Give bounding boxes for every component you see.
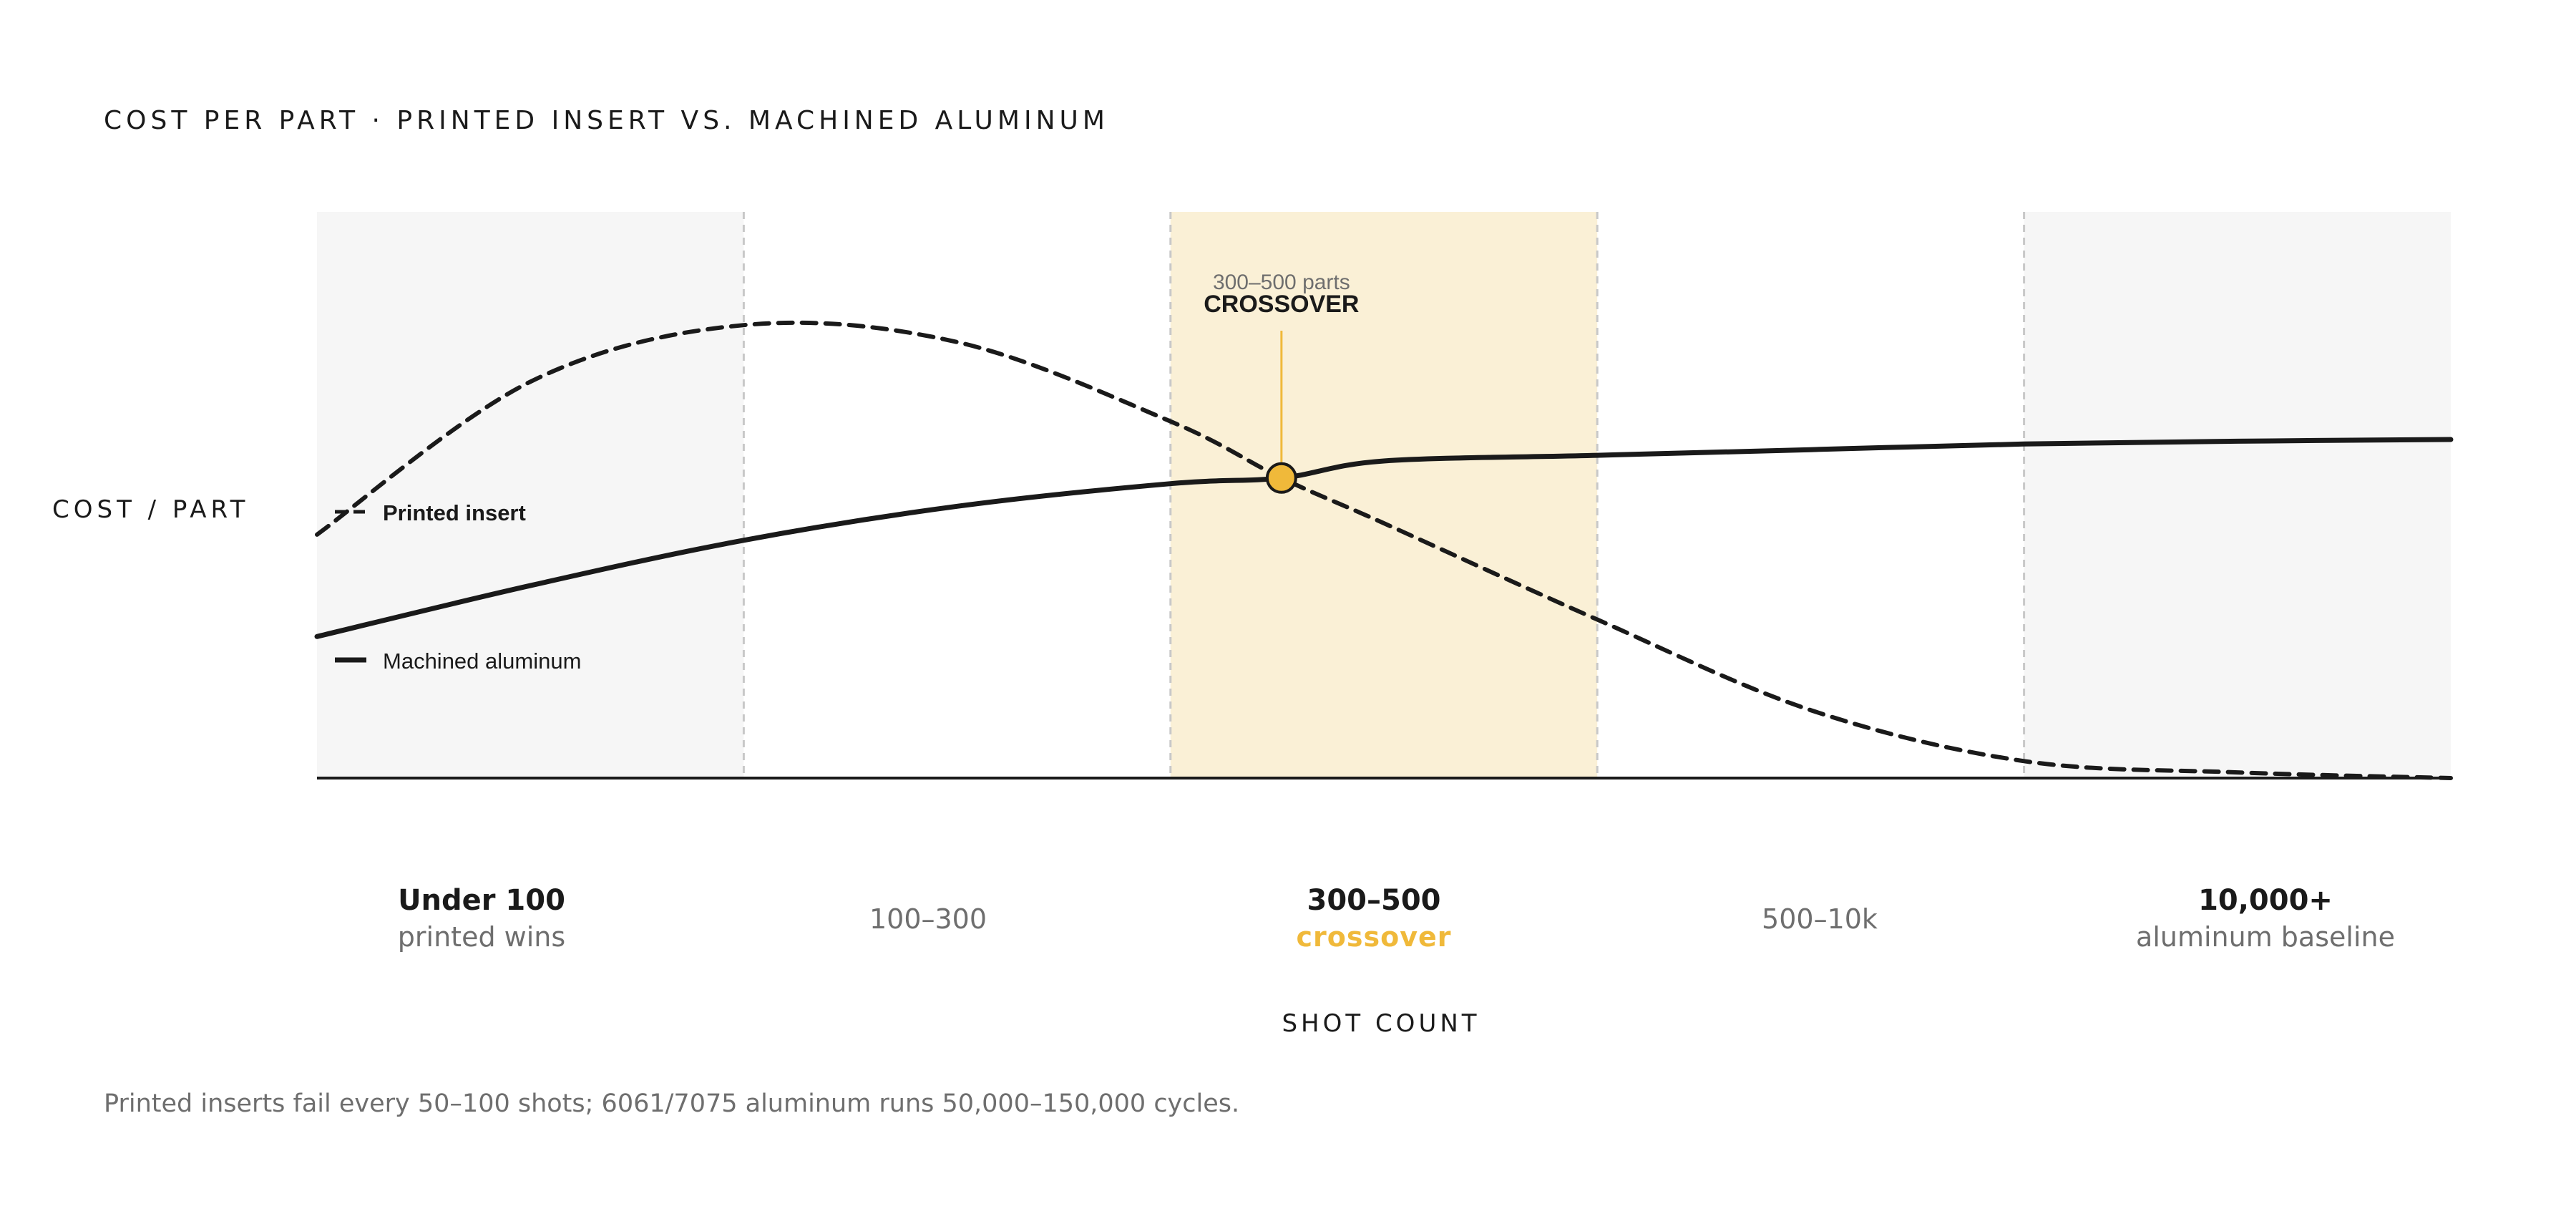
category-label: 100–300 — [869, 903, 987, 935]
category-label: 300–500 — [1307, 884, 1441, 917]
band-0 — [317, 212, 744, 778]
category-label: 10,000+ — [2198, 884, 2333, 917]
category-300-500: 300–500 crossover — [1159, 882, 1589, 955]
category-under-100: Under 100 printed wins — [267, 882, 696, 955]
series-line-printed-insert — [315, 320, 2453, 780]
band-2 — [2024, 212, 2451, 778]
series-line-machined-aluminum — [314, 437, 2454, 639]
chart-title: COST PER PART · PRINTED INSERT VS. MACHI… — [104, 106, 1109, 135]
crossover-point — [1265, 462, 1297, 494]
category-500-10k: 500–10k — [1605, 900, 2034, 938]
category-sublabel: crossover — [1296, 921, 1452, 953]
category-sublabel: printed wins — [397, 921, 566, 953]
legend-label-machined-aluminum: Machined aluminum — [383, 649, 581, 674]
category-label: Under 100 — [398, 884, 565, 917]
crossover-label: CROSSOVER — [1204, 291, 1359, 318]
category-label: 500–10k — [1762, 903, 1878, 935]
band-1 — [1170, 212, 1598, 778]
footnote: Printed inserts fail every 50–100 shots;… — [104, 1089, 1240, 1118]
legend-label-printed-insert: Printed insert — [383, 500, 526, 525]
category-10000-plus: 10,000+ aluminum baseline — [2051, 882, 2480, 955]
category-sublabel: aluminum baseline — [2136, 921, 2395, 953]
x-axis-label: SHOT COUNT — [1282, 1009, 1480, 1038]
crossover-range-label: 300–500 parts — [1213, 271, 1350, 294]
y-axis-label: COST / PART — [52, 495, 250, 524]
category-100-300: 100–300 — [713, 900, 1143, 938]
